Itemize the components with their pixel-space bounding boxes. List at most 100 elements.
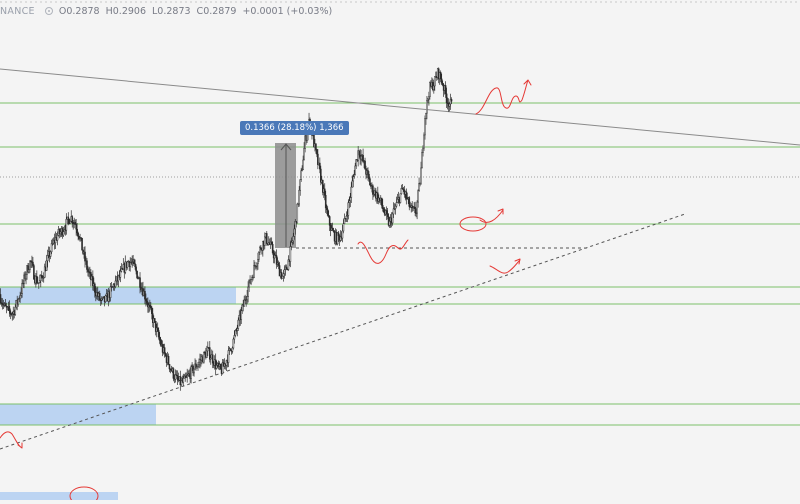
- high-value: 0.2906: [112, 5, 146, 17]
- candle-body: [448, 103, 451, 107]
- annotation-arrow-lower[interactable]: [489, 258, 521, 274]
- candle-body: [45, 260, 48, 271]
- candle-body: [300, 170, 302, 180]
- candle-body: [198, 361, 200, 366]
- candle-body: [296, 203, 299, 224]
- candle-body: [43, 266, 46, 278]
- candle-body: [196, 366, 198, 369]
- annotation-circle-bottom[interactable]: [69, 486, 99, 504]
- candle-body: [444, 85, 447, 95]
- candle-body: [396, 199, 399, 203]
- candle-body: [293, 228, 296, 237]
- candle-body: [104, 295, 107, 303]
- candle-body: [46, 255, 49, 262]
- candle-body: [273, 254, 276, 259]
- candle-body: [275, 255, 278, 265]
- symbol-label[interactable]: NANCE: [0, 5, 35, 17]
- candle-body: [120, 268, 123, 272]
- candle-body: [67, 216, 70, 220]
- candle-body: [343, 218, 346, 224]
- candle-body: [36, 275, 38, 284]
- candle-body: [339, 236, 342, 241]
- support-zone-middle[interactable]: [0, 404, 156, 425]
- candle-body: [329, 225, 332, 231]
- candle-body: [271, 244, 274, 254]
- annotation-scribble-top[interactable]: [475, 79, 532, 115]
- candle-body: [281, 275, 284, 279]
- high-label: H: [105, 5, 113, 17]
- candle-body: [59, 231, 62, 235]
- candle-body: [282, 273, 285, 277]
- candle-body: [151, 307, 153, 314]
- annotation-circle[interactable]: [459, 216, 487, 232]
- candle-body: [146, 300, 148, 304]
- descending-trendline[interactable]: [0, 68, 800, 146]
- candle-body: [221, 362, 224, 374]
- candle-body: [342, 223, 345, 232]
- candle-body: [394, 205, 397, 209]
- annotation-arrow-right[interactable]: [479, 208, 504, 223]
- candle-body: [325, 207, 328, 210]
- candle-body: [433, 85, 435, 90]
- annotation-scribble-mid[interactable]: [357, 239, 409, 264]
- candle-body: [258, 251, 260, 260]
- candle-body: [362, 154, 364, 162]
- candle-body: [203, 351, 205, 363]
- candle-body: [355, 159, 357, 167]
- candle-body: [445, 93, 448, 104]
- candle-body: [65, 218, 68, 231]
- candle-body: [134, 263, 136, 268]
- candle-body: [427, 98, 429, 101]
- candle-body: [303, 148, 305, 161]
- close-label: C: [196, 5, 204, 17]
- candle-body: [185, 376, 187, 379]
- candle-body: [209, 357, 212, 360]
- candle-body: [315, 143, 317, 150]
- candle-body: [157, 330, 160, 338]
- support-zone-upper[interactable]: [0, 287, 236, 304]
- visibility-dot-icon[interactable]: [44, 7, 53, 15]
- candle-body: [39, 275, 42, 282]
- ascending-support-line[interactable]: [0, 213, 686, 450]
- candle-body: [168, 364, 171, 370]
- annotation-scribble-left[interactable]: [0, 431, 23, 449]
- candle-body: [237, 319, 240, 329]
- change-value: +0.0001 (+0.03%): [242, 5, 333, 17]
- candle-body: [174, 374, 177, 380]
- candle-body: [21, 282, 23, 294]
- candle-body: [190, 366, 192, 379]
- candle-body: [92, 276, 94, 287]
- candle-body: [260, 247, 262, 250]
- annotations: [0, 79, 532, 504]
- candle-body: [126, 261, 129, 268]
- candle-body: [369, 178, 371, 186]
- candle-body: [197, 364, 199, 367]
- candle-body: [319, 162, 321, 170]
- candle-body: [388, 221, 391, 226]
- price-range-measure[interactable]: [275, 143, 296, 248]
- candle-body: [208, 347, 211, 360]
- candle-body: [186, 375, 188, 378]
- measure-label[interactable]: 0.1366 (28.18%) 1,366: [240, 121, 349, 135]
- candle-body: [392, 208, 395, 215]
- candle-body: [172, 368, 175, 379]
- candle-body: [332, 230, 335, 232]
- candle-body: [326, 209, 329, 216]
- candle-body: [193, 368, 195, 374]
- close-value: 0.2879: [203, 5, 237, 17]
- candle-body: [328, 216, 331, 226]
- candle-body: [207, 347, 209, 352]
- candle-body: [337, 232, 340, 236]
- candle-body: [358, 150, 360, 156]
- candle-body: [291, 240, 294, 243]
- candle-body: [420, 167, 422, 185]
- candle-body: [421, 152, 423, 169]
- support-zone-lower[interactable]: [0, 492, 118, 500]
- candle-body: [129, 262, 131, 268]
- candle-body: [25, 274, 27, 280]
- candle-body: [180, 380, 183, 386]
- candle-body: [327, 215, 330, 217]
- candle-body: [39, 280, 41, 283]
